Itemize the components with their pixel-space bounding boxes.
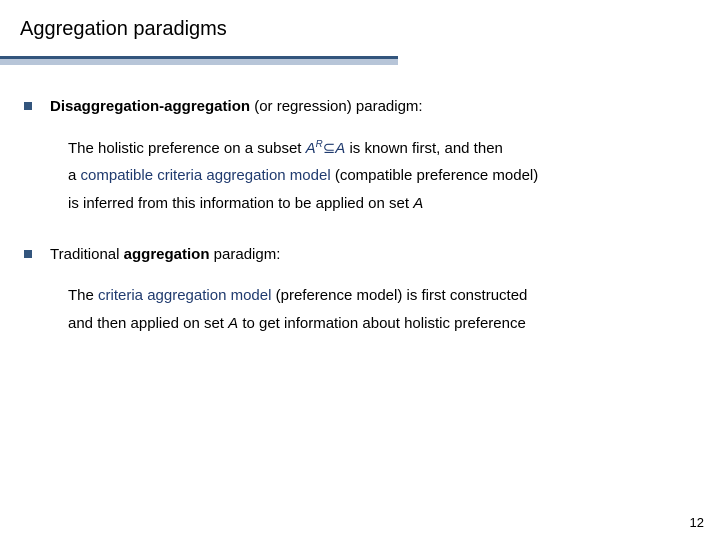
set-A3: A xyxy=(413,195,423,212)
navy-term: criteria aggregation model xyxy=(98,287,271,304)
body-text: is inferred from this information to be … xyxy=(68,195,413,212)
slide-title: Aggregation paradigms xyxy=(20,18,227,41)
bullet-head: Traditional aggregation paradigm: xyxy=(50,244,280,267)
bullet-head-bold: Disaggregation-aggregation xyxy=(50,98,250,115)
page-number: 12 xyxy=(690,515,704,530)
set-A: A xyxy=(228,315,238,332)
body-text: The holistic preference on a subset xyxy=(68,140,306,157)
body-text: The xyxy=(68,287,98,304)
slide-content: Disaggregation-aggregation (or regressio… xyxy=(24,96,700,364)
bullet-head: Disaggregation-aggregation (or regressio… xyxy=(50,96,423,119)
bullet-head-bold: aggregation xyxy=(124,246,210,263)
navy-term: compatible criteria aggregation model xyxy=(81,167,331,184)
body-text: (preference model) is first constructed xyxy=(271,287,527,304)
bullet-item: Disaggregation-aggregation (or regressio… xyxy=(24,96,700,119)
body-text: to get information about holistic prefer… xyxy=(238,315,526,332)
body-text: is known first, and then xyxy=(345,140,503,157)
bullet-body: The criteria aggregation model (preferen… xyxy=(68,282,700,338)
set-A: A xyxy=(306,140,316,157)
body-text: and then applied on set xyxy=(68,315,228,332)
bullet-head-rest: (or regression) paradigm: xyxy=(250,98,423,115)
subset-sym: ⊆ xyxy=(323,140,336,157)
set-A2: A xyxy=(335,140,345,157)
bullet-icon xyxy=(24,102,32,110)
body-text: (compatible preference model) xyxy=(331,167,539,184)
bullet-icon xyxy=(24,250,32,258)
body-text: a xyxy=(68,167,81,184)
bullet-head-post: paradigm: xyxy=(210,246,281,263)
bullet-body: The holistic preference on a subset AR⊆A… xyxy=(68,135,700,218)
set-R-sup: R xyxy=(316,139,323,150)
title-rule xyxy=(0,56,720,65)
bullet-item: Traditional aggregation paradigm: xyxy=(24,244,700,267)
bullet-head-pre: Traditional xyxy=(50,246,124,263)
